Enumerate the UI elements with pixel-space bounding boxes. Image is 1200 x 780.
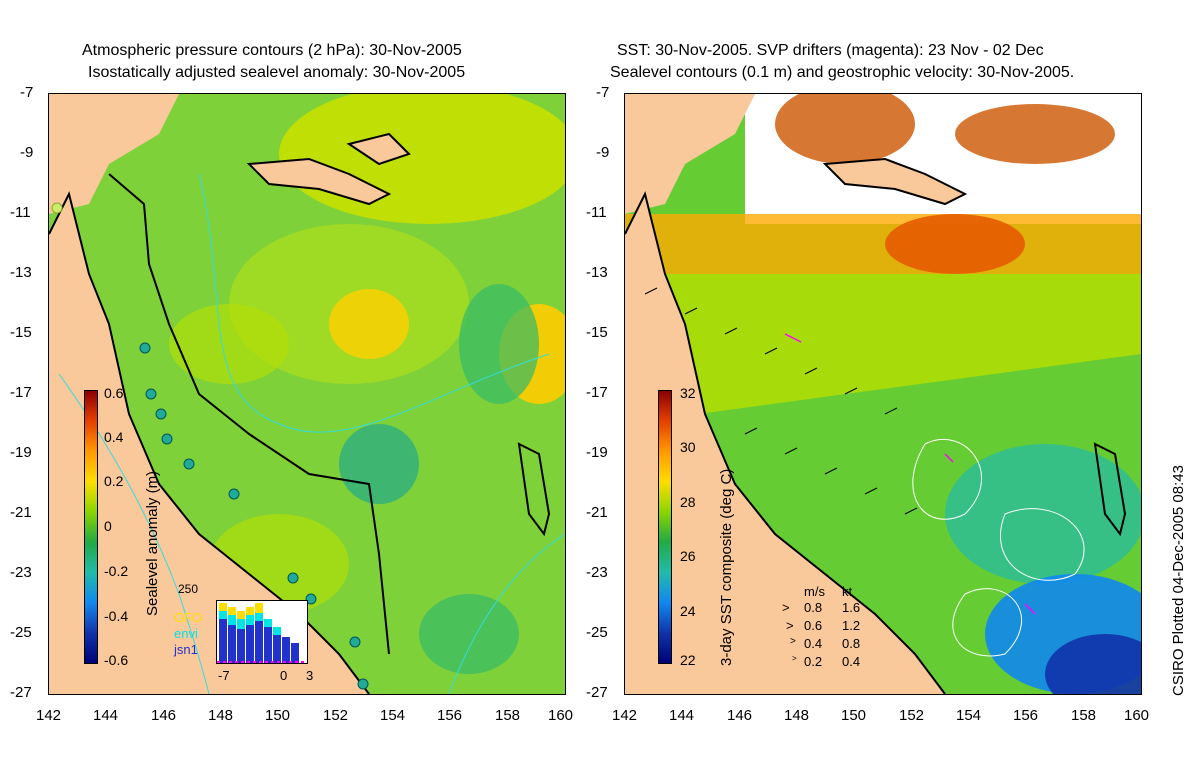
- inset-legend-envi: envi: [174, 626, 198, 641]
- right-lon-tick-0: 142: [612, 707, 638, 724]
- sealevel-cb-tick-0: 0.6: [104, 385, 124, 401]
- right-lon-tick-6: 154: [956, 707, 982, 724]
- left-lon-tick-2: 146: [151, 707, 177, 724]
- right-title-line1: SST: 30-Nov-2005. SVP drifters (magenta)…: [617, 42, 1044, 59]
- right-lat-tick-9: -25: [586, 624, 608, 641]
- sst-cb-title: 3-day SST composite (deg C): [718, 468, 735, 666]
- left-lat-tick-9: -25: [10, 624, 32, 641]
- altimeter-inset: [216, 600, 308, 664]
- velocity-arrow-0: >: [782, 600, 790, 615]
- left-lat-tick-7: -21: [10, 504, 32, 521]
- right-lat-tick-4: -15: [586, 324, 608, 341]
- left-lon-tick-6: 154: [380, 707, 406, 724]
- velocity-kt-2: 0.8: [842, 636, 861, 651]
- left-title-line1: Atmospheric pressure contours (2 hPa): 3…: [82, 42, 462, 59]
- left-lon-tick-4: 150: [265, 707, 291, 724]
- sealevel-anomaly-map: [48, 93, 566, 695]
- right-lat-tick-10: -27: [586, 684, 608, 701]
- right-lat-tick-3: -13: [586, 264, 608, 281]
- inset-ymax: 250: [178, 582, 199, 596]
- right-lat-tick-6: -19: [586, 444, 608, 461]
- velocity-arrow-2: >: [790, 636, 796, 647]
- right-lon-tick-3: 148: [784, 707, 810, 724]
- left-lat-tick-8: -23: [10, 564, 32, 581]
- velocity-kt-3: 0.4: [842, 654, 861, 669]
- sealevel-colorbar: [84, 390, 98, 664]
- left-lat-tick-4: -15: [10, 324, 32, 341]
- left-lat-tick-2: -11: [10, 204, 31, 221]
- right-lon-tick-7: 156: [1013, 707, 1039, 724]
- sst-colorbar: [658, 390, 672, 664]
- right-lon-tick-2: 146: [727, 707, 753, 724]
- left-title-line2: Isostatically adjusted sealevel anomaly:…: [88, 64, 466, 81]
- left-lon-tick-0: 142: [36, 707, 62, 724]
- velocity-ms-2: 0.4: [804, 636, 823, 651]
- sealevel-cb-tick-1: 0.4: [104, 429, 124, 445]
- sst-cb-tick-5: 22: [680, 652, 696, 668]
- right-lon-tick-5: 152: [899, 707, 925, 724]
- velocity-header-ms: m/s: [804, 584, 825, 599]
- right-lon-tick-1: 144: [669, 707, 695, 724]
- right-lon-tick-9: 160: [1124, 707, 1150, 724]
- right-lon-tick-4: 150: [841, 707, 867, 724]
- velocity-ms-1: 0.6: [804, 618, 823, 633]
- inset-legend-jsn1: jsn1: [174, 642, 198, 657]
- plot-timestamp: CSIRO Plotted 04-Dec-2005 08:43: [1170, 465, 1187, 696]
- right-lat-tick-0: -7: [596, 84, 610, 101]
- sst-map: [624, 93, 1142, 695]
- left-lat-tick-10: -27: [10, 684, 32, 701]
- right-lat-tick-1: -9: [596, 144, 610, 161]
- left-lat-tick-3: -13: [10, 264, 32, 281]
- inset-legend-gfo: GFO: [174, 610, 203, 625]
- velocity-kt-1: 1.2: [842, 618, 861, 633]
- left-lon-tick-5: 152: [323, 707, 349, 724]
- sealevel-cb-tick-5: -0.4: [104, 608, 129, 624]
- velocity-arrow-3: >: [792, 654, 797, 663]
- sst-cb-tick-1: 30: [680, 439, 696, 455]
- velocity-ms-0: 0.8: [804, 600, 823, 615]
- inset-xtick-1: 0: [280, 668, 288, 683]
- left-lat-tick-0: -7: [20, 84, 34, 101]
- right-lat-tick-5: -17: [586, 384, 608, 401]
- sst-cb-tick-0: 32: [680, 385, 696, 401]
- inset-xtick-0: -7: [218, 668, 230, 683]
- left-lat-tick-6: -19: [10, 444, 32, 461]
- left-lat-tick-5: -17: [10, 384, 32, 401]
- velocity-header-kt: kt: [842, 584, 853, 599]
- left-lon-tick-8: 158: [495, 707, 521, 724]
- velocity-kt-0: 1.6: [842, 600, 861, 615]
- right-lat-tick-7: -21: [586, 504, 608, 521]
- left-lon-tick-7: 156: [437, 707, 463, 724]
- sst-cb-tick-4: 24: [680, 603, 696, 619]
- left-lon-tick-1: 144: [93, 707, 119, 724]
- sealevel-cb-tick-3: 0: [104, 518, 112, 534]
- inset-xtick-2: 3: [306, 668, 314, 683]
- right-lon-tick-8: 158: [1071, 707, 1097, 724]
- right-lat-tick-2: -11: [586, 204, 607, 221]
- sst-cb-tick-3: 26: [680, 548, 696, 564]
- left-lon-tick-9: 160: [548, 707, 574, 724]
- sealevel-cb-title: Sealevel anomaly (m): [144, 470, 161, 616]
- sst-cb-tick-2: 28: [680, 494, 696, 510]
- left-lat-tick-1: -9: [20, 144, 34, 161]
- sealevel-cb-tick-4: -0.2: [104, 563, 129, 579]
- sealevel-cb-tick-2: 0.2: [104, 473, 124, 489]
- right-title-line2: Sealevel contours (0.1 m) and geostrophi…: [610, 64, 1075, 81]
- left-lon-tick-3: 148: [208, 707, 234, 724]
- velocity-ms-3: 0.2: [804, 654, 823, 669]
- velocity-arrow-1: >: [786, 618, 794, 633]
- right-lat-tick-8: -23: [586, 564, 608, 581]
- sealevel-cb-tick-6: -0.6: [104, 652, 129, 668]
